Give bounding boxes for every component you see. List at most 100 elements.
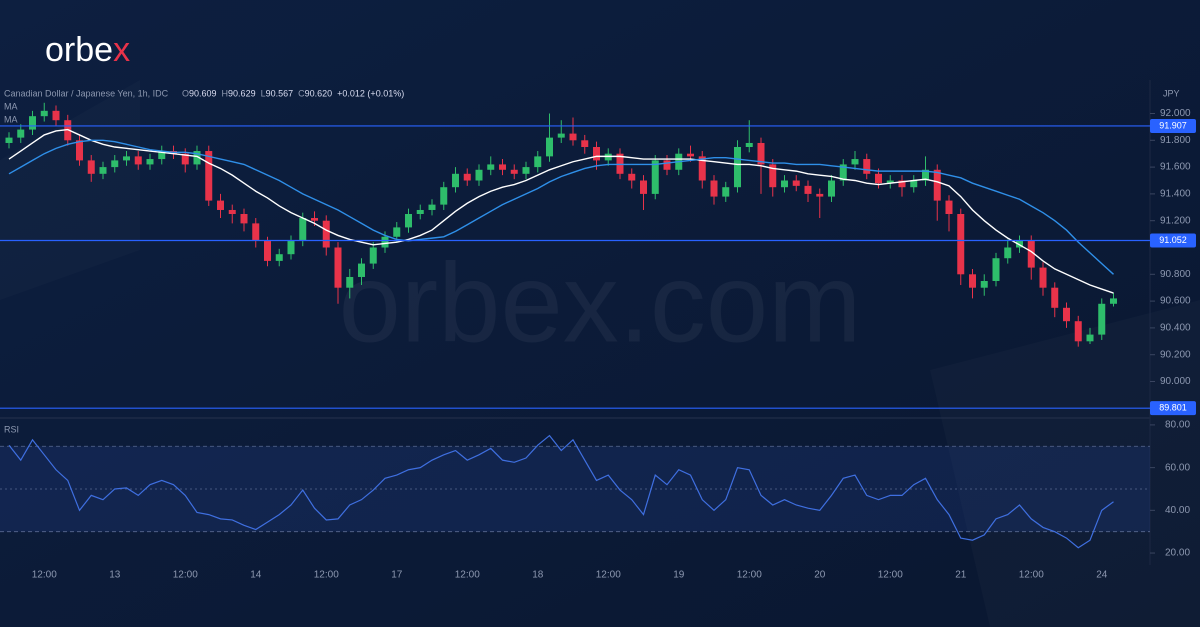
y-tick-label: 90.600 (1160, 296, 1191, 307)
candle-body (569, 133, 577, 141)
readout-value: 90.567 (266, 88, 294, 98)
candle-body (440, 187, 448, 205)
candle-body (781, 180, 788, 188)
candle-body (87, 160, 95, 174)
x-tick-label: 13 (109, 570, 121, 581)
candle-body (123, 156, 130, 161)
candle-body (557, 133, 565, 138)
candle-body (969, 274, 976, 288)
candle-body (428, 204, 436, 210)
x-tick-label: 12:00 (455, 570, 480, 581)
candle-body (381, 236, 389, 248)
y-tick-label: 80.00 (1165, 420, 1190, 431)
level-label: 89.801 (1159, 403, 1187, 413)
candle-body (734, 147, 741, 188)
candle-body (1051, 287, 1059, 308)
candle-body (452, 173, 459, 188)
level-label: 91.052 (1159, 235, 1187, 245)
y-tick-label: 60.00 (1165, 462, 1190, 473)
candle-body (922, 169, 929, 181)
y-tick-label: 91.400 (1160, 189, 1191, 200)
candle-body (52, 110, 60, 121)
candle-body (581, 140, 589, 147)
y-tick-label: 40.00 (1165, 505, 1190, 516)
candle-body (910, 180, 918, 188)
candle-body (358, 263, 365, 277)
candle-body (487, 164, 495, 170)
candle-body (898, 180, 906, 188)
candle-body (757, 142, 765, 165)
candle-body (992, 258, 1000, 281)
candle-body (99, 167, 107, 174)
candle-body (945, 200, 953, 214)
chart-title: Canadian Dollar / Japanese Yen, 1h, IDC (4, 88, 169, 98)
candle-body (1086, 334, 1094, 342)
x-tick-label: 12:00 (596, 570, 621, 581)
candle-body (40, 110, 48, 117)
readout-value: +0.012 (+0.01%) (337, 88, 404, 98)
candle-body (663, 160, 671, 170)
x-tick-label: 12:00 (878, 570, 903, 581)
candle-body (287, 240, 295, 255)
logo-accent: x (113, 31, 130, 69)
x-tick-label: 18 (532, 570, 544, 581)
candle-body (5, 137, 13, 143)
candle-body (205, 151, 213, 201)
y-tick-label: 20.00 (1165, 548, 1190, 559)
candle-body (76, 140, 83, 161)
candle-body (792, 180, 800, 186)
candle-body (158, 151, 166, 160)
candle-body (217, 200, 224, 210)
y-tick-label: 90.400 (1160, 323, 1191, 334)
x-tick-label: 24 (1096, 570, 1108, 581)
x-tick-label: 12:00 (173, 570, 198, 581)
candle-body (722, 187, 730, 197)
x-tick-label: 21 (955, 570, 967, 581)
y-tick-label: 92.000 (1160, 108, 1191, 119)
candle-body (957, 214, 965, 275)
candle-body (252, 223, 260, 241)
candle-body (534, 156, 542, 168)
candle-body (628, 173, 636, 181)
candle-body (193, 151, 201, 165)
candle-body (17, 129, 25, 138)
candle-body (933, 169, 941, 201)
candle-body (393, 227, 401, 237)
candle-body (863, 159, 871, 174)
x-tick-label: 20 (814, 570, 826, 581)
readout-value: 90.609 (189, 88, 217, 98)
candle-body (334, 247, 342, 288)
candle-body (299, 218, 307, 241)
moving-average (8, 139, 1114, 275)
candle-body (522, 167, 530, 174)
candle-body (710, 180, 718, 197)
legend-label: RSI (4, 424, 19, 434)
candle-body (828, 180, 835, 197)
candle-body (816, 193, 824, 197)
candle-body (1098, 303, 1106, 335)
candle-body (228, 209, 236, 214)
logo-text: orbe (45, 31, 113, 69)
candle-body (311, 218, 318, 221)
candle-body (29, 116, 36, 130)
candle-body (1027, 240, 1035, 268)
candle-body (687, 153, 694, 157)
candle-body (851, 159, 859, 165)
candle-body (1063, 307, 1070, 322)
level-tag (1150, 233, 1196, 248)
y-tick-label: 91.600 (1160, 162, 1191, 173)
candle-body (475, 169, 483, 181)
candle-body (651, 160, 659, 194)
candle-body (875, 173, 882, 184)
axis-unit: JPY (1163, 88, 1180, 98)
watermark: orbex.com (339, 241, 862, 366)
candle-body (405, 214, 412, 228)
level-label: 91.907 (1159, 120, 1187, 130)
candle-body (264, 240, 271, 261)
readout-label: C (298, 88, 305, 98)
level-tag (1150, 401, 1196, 416)
readout-label: L (261, 88, 266, 98)
